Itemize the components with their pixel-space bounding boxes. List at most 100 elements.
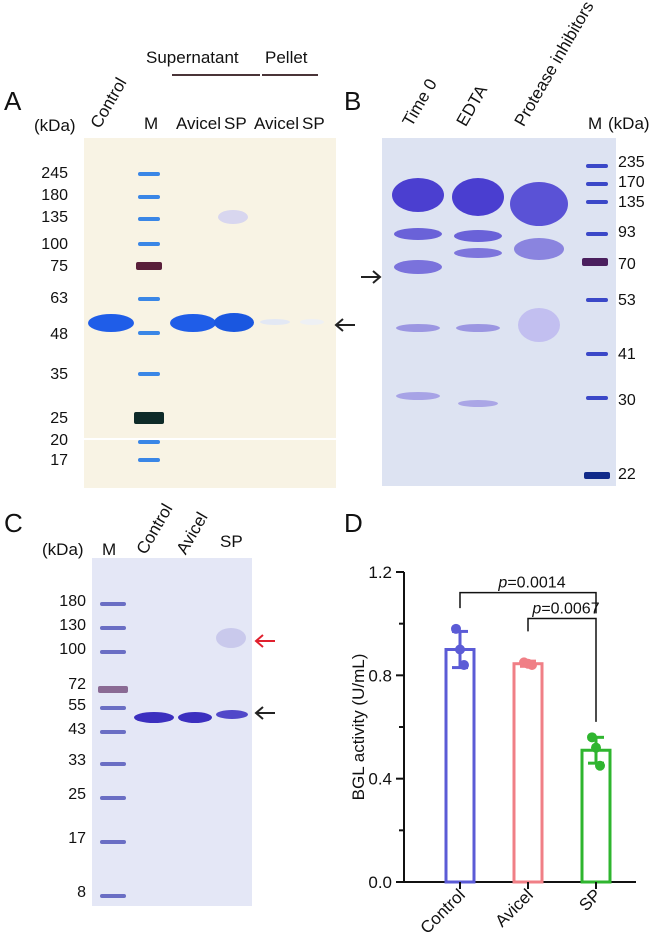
- pellet-bracket: [262, 74, 318, 76]
- mw-a-75: 75: [50, 258, 68, 275]
- ladder-band: [138, 297, 160, 301]
- panel-b-label: B: [344, 86, 362, 116]
- ladder-band: [138, 172, 160, 176]
- gel-c: [92, 558, 252, 906]
- band-time0: [394, 228, 442, 240]
- lane-label-sp-pellet: SP: [302, 114, 325, 133]
- ladder-band: [586, 396, 608, 400]
- panel-a-unit: (kDa): [34, 116, 76, 135]
- mw-c-180: 180: [59, 593, 86, 610]
- mw-c-33: 33: [68, 752, 86, 769]
- ladder-band: [586, 200, 608, 204]
- ladder-band: [586, 232, 608, 236]
- lane-label-c-control: Control: [132, 500, 177, 558]
- band-edta: [454, 230, 502, 242]
- lane-label-c-sp: SP: [220, 532, 243, 551]
- band-time0: [396, 324, 440, 332]
- band-avicel-supernatant: [170, 314, 216, 332]
- mw-a-63: 63: [50, 290, 68, 307]
- mw-b-41: 41: [618, 346, 636, 363]
- mw-c-43: 43: [68, 721, 86, 738]
- mw-a-180: 180: [41, 187, 68, 204]
- mw-a-35: 35: [50, 366, 68, 383]
- ladder-band: [100, 762, 126, 766]
- supernatant-bracket: [172, 74, 260, 76]
- mw-c-25: 25: [68, 786, 86, 803]
- gel-crease: [84, 438, 336, 440]
- ladder-band: [586, 298, 608, 302]
- mw-b-93: 93: [618, 224, 636, 241]
- red-arrow-left-icon: [254, 634, 275, 648]
- significance-bracket: [527, 617, 597, 722]
- ladder-band: [138, 242, 160, 246]
- lane-label-protease-inhibitors: Protease inhibitors: [510, 0, 598, 130]
- panel-c-marker-lane: M: [102, 540, 117, 559]
- mw-c-55: 55: [68, 697, 86, 714]
- band-c-control: [134, 712, 174, 723]
- gel-b: [382, 138, 616, 486]
- panel-c-unit: (kDa): [42, 540, 84, 559]
- panel-d-label: D: [344, 508, 363, 538]
- x-tick-label-control: Control: [417, 885, 469, 937]
- panel-a-group-pellet: Pellet: [265, 48, 308, 67]
- ladder-band: [586, 182, 608, 186]
- bar-control: [444, 648, 476, 884]
- ladder-band: [100, 650, 126, 654]
- significance-bracket: [459, 591, 597, 614]
- band-avicel-pellet: [260, 319, 290, 325]
- ladder-band-22: [584, 472, 610, 479]
- ladder-band: [100, 796, 126, 800]
- ladder-band-25: [134, 412, 164, 424]
- ladder-band: [138, 195, 160, 199]
- x-tick-label-sp: SP: [575, 885, 604, 914]
- data-point: [459, 660, 469, 670]
- ladder-band: [138, 217, 160, 221]
- mw-c-130: 130: [59, 617, 86, 634]
- mw-a-100: 100: [41, 236, 68, 253]
- mw-b-70: 70: [618, 256, 636, 273]
- band-control: [88, 314, 134, 332]
- band-edta: [456, 324, 500, 332]
- ladder-band: [100, 602, 126, 606]
- band-sp-pellet: [300, 319, 324, 325]
- ladder-band: [586, 164, 608, 168]
- gel-a: [84, 138, 336, 488]
- ladder-band-70: [582, 258, 608, 266]
- lane-label-sp-supernatant: SP: [224, 114, 247, 133]
- y-tick-label: 0.8: [368, 666, 392, 685]
- panel-b-unit: (kDa): [608, 114, 650, 133]
- mw-a-48: 48: [50, 326, 68, 343]
- ladder-band: [138, 372, 160, 376]
- ladder-band: [138, 440, 160, 444]
- panel-b-marker-lane: M: [588, 114, 603, 133]
- band-time0-top: [392, 178, 444, 212]
- lane-label-time0: Time 0: [398, 75, 441, 130]
- band-edta-top: [452, 178, 504, 216]
- y-tick-label: 0.4: [368, 770, 392, 789]
- ladder-band: [586, 352, 608, 356]
- band-time0: [396, 392, 440, 400]
- ladder-band: [138, 458, 160, 462]
- y-tick-label: 1.2: [368, 563, 392, 582]
- arrow-left-icon: [254, 706, 275, 720]
- panel-a-label: A: [4, 86, 22, 116]
- mw-a-17: 17: [50, 452, 68, 469]
- lane-label-c-avicel: Avicel: [172, 508, 212, 558]
- bar-sp: [580, 748, 612, 884]
- mw-c-17: 17: [68, 830, 86, 847]
- mw-b-235: 235: [618, 154, 645, 171]
- p-value-label: p=0.0014: [497, 575, 565, 592]
- band-protease-smear: [518, 308, 560, 342]
- mw-c-72: 72: [68, 676, 86, 693]
- mw-a-135: 135: [41, 209, 68, 226]
- data-point: [455, 644, 465, 655]
- data-point: [587, 732, 597, 743]
- ladder-band: [100, 840, 126, 844]
- mw-b-170: 170: [618, 174, 645, 191]
- data-point: [595, 760, 605, 771]
- mw-a-25: 25: [50, 410, 68, 427]
- ladder-band: [100, 894, 126, 898]
- band-c-sp: [216, 710, 248, 719]
- data-point: [527, 660, 537, 670]
- mw-b-53: 53: [618, 292, 636, 309]
